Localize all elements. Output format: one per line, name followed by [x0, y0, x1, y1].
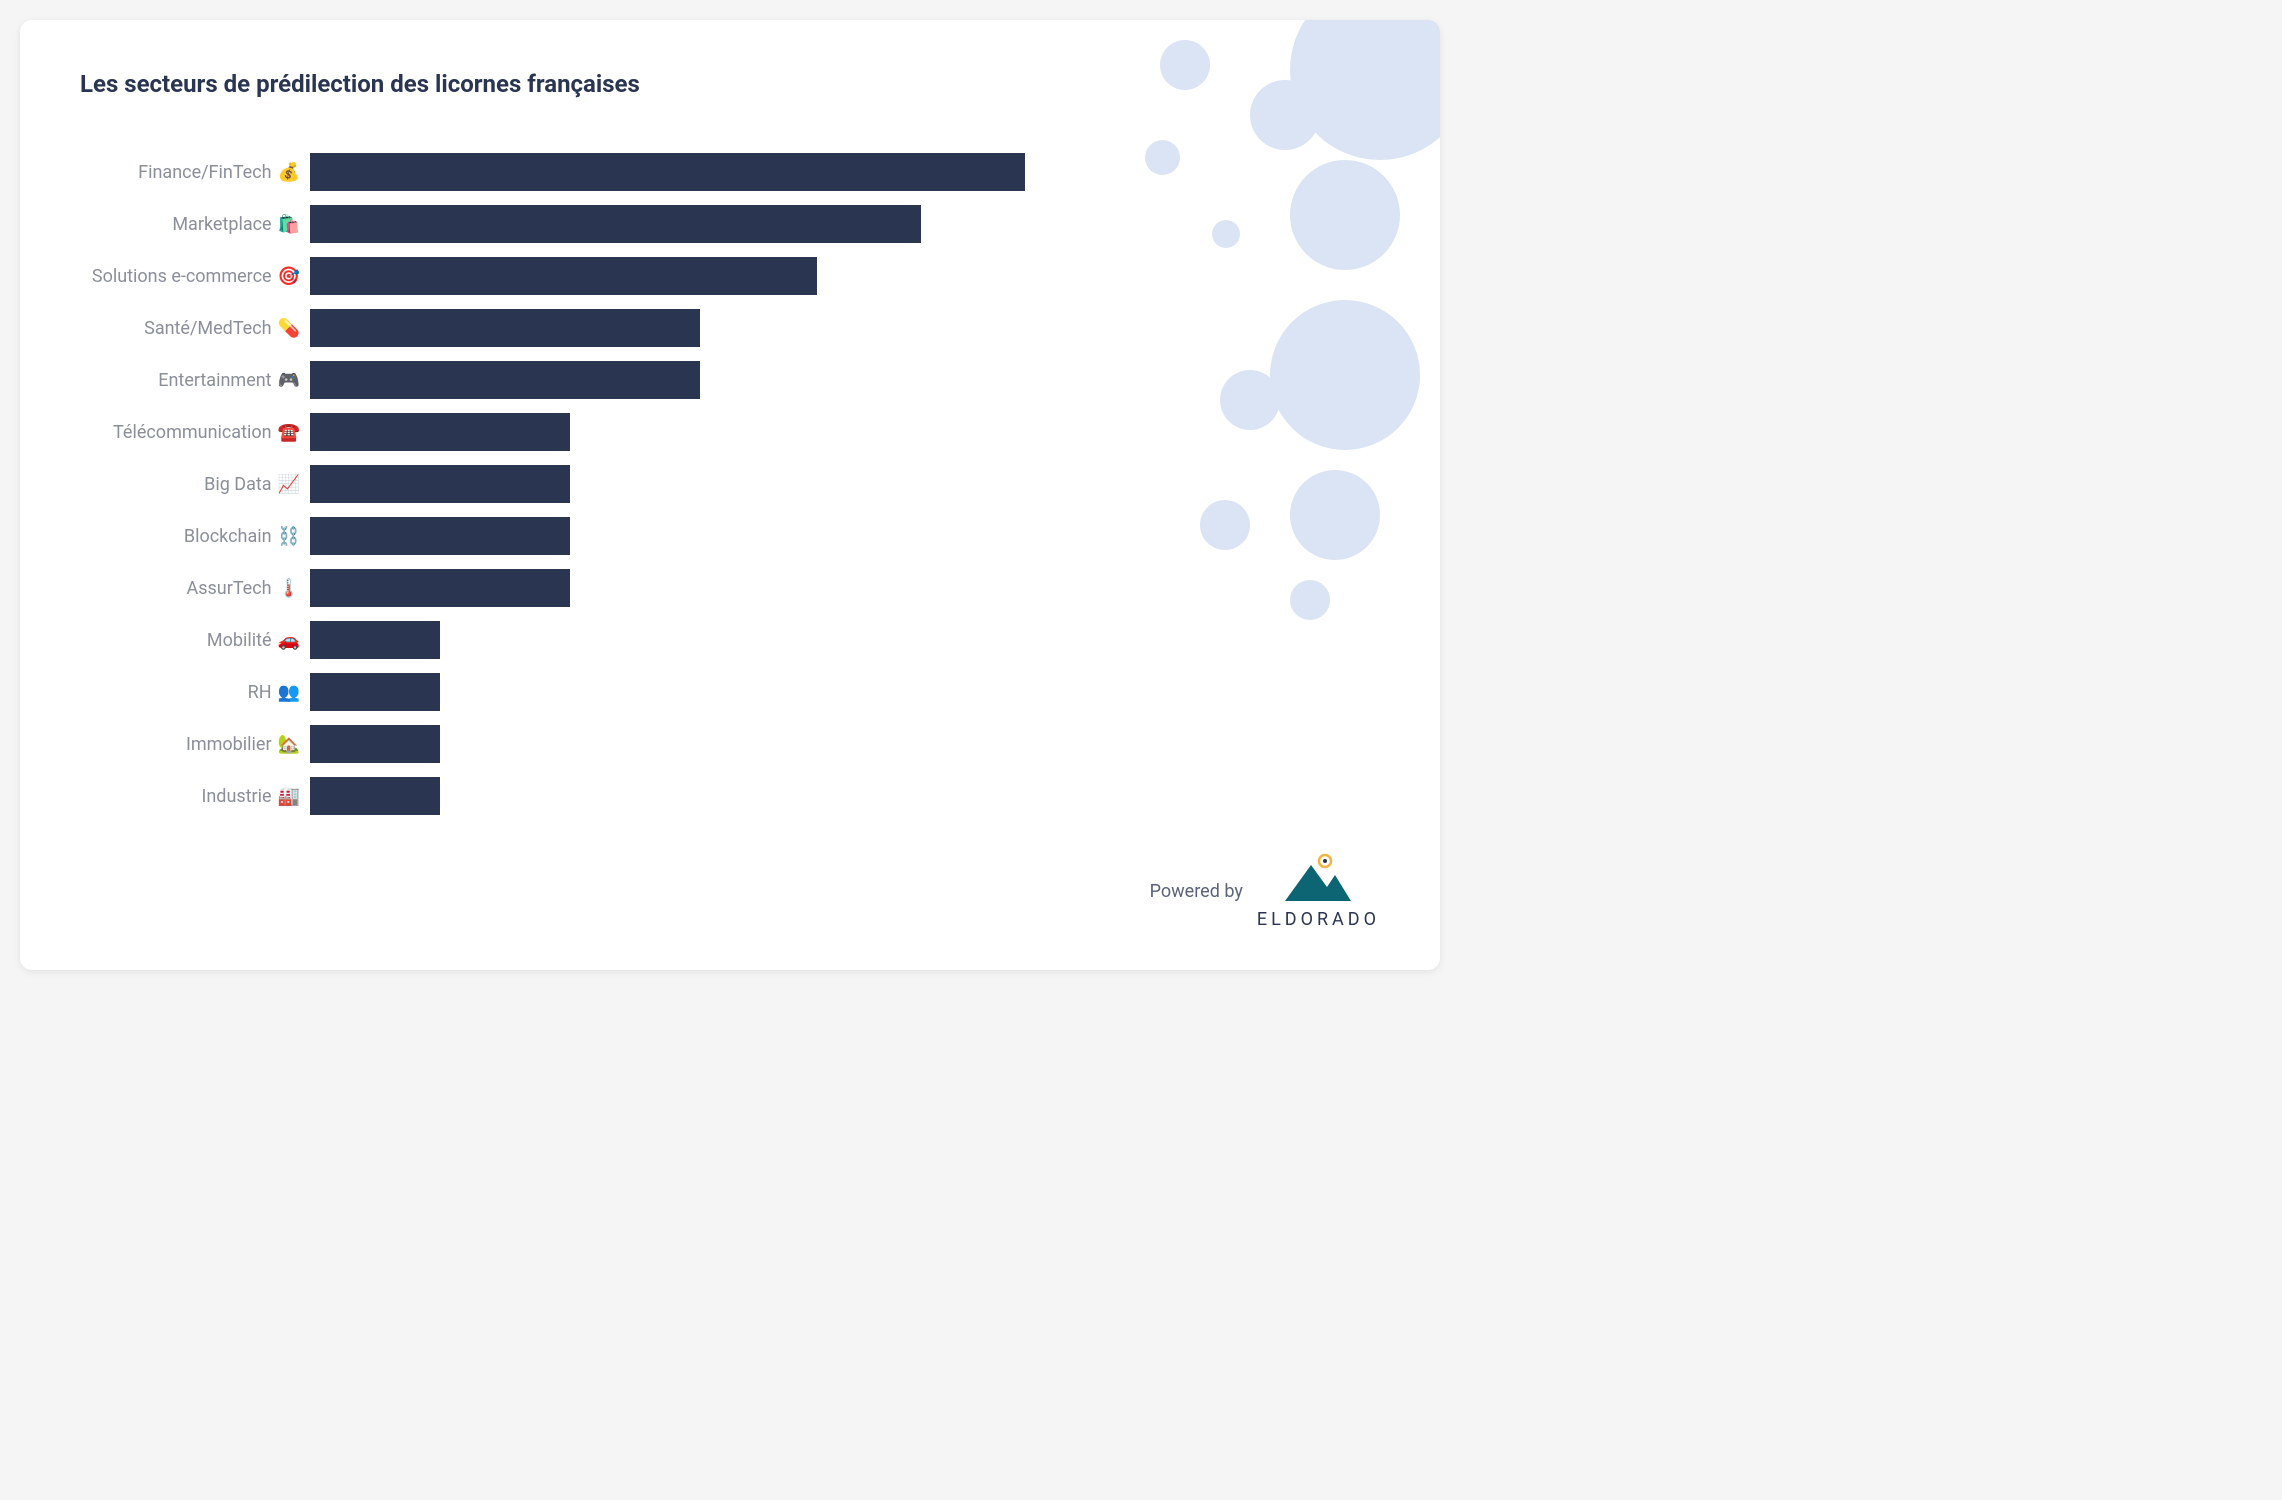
bar [310, 413, 570, 451]
bar [310, 517, 570, 555]
bar [310, 257, 817, 295]
chart-container: Les secteurs de prédilection des licorne… [20, 20, 1440, 970]
bar [310, 725, 440, 763]
category-emoji-icon: 🎮 [278, 370, 300, 391]
category-label-text: Finance/FinTech [138, 162, 271, 183]
category-emoji-icon: 🚗 [278, 630, 300, 651]
category-label: Santé/MedTech 💊 [80, 318, 300, 339]
bar [310, 621, 440, 659]
brand-logo: ELDORADO [1257, 853, 1380, 930]
chart-row: Industrie🏭 [310, 772, 1380, 820]
chart-row: Santé/MedTech💊 [310, 304, 1380, 352]
category-label: Finance/FinTech 💰 [80, 162, 300, 183]
category-emoji-icon: 💰 [278, 162, 300, 183]
category-label: Blockchain ⛓️ [80, 526, 300, 547]
category-emoji-icon: 🏡 [278, 734, 300, 755]
chart-row: Télécommunication☎️ [310, 408, 1380, 456]
category-label-text: Mobilité [207, 630, 272, 651]
category-label-text: Solutions e-commerce [92, 266, 272, 287]
category-emoji-icon: 🏭 [278, 786, 300, 807]
category-label: Mobilité 🚗 [80, 630, 300, 651]
category-label-text: Industrie [201, 786, 271, 807]
category-label-text: Santé/MedTech [144, 318, 271, 339]
category-label: Immobilier 🏡 [80, 734, 300, 755]
category-label: Big Data 📈 [80, 474, 300, 495]
category-label-text: Entertainment [158, 370, 271, 391]
category-emoji-icon: 📈 [278, 474, 300, 495]
category-label-text: Marketplace [172, 214, 271, 235]
bar [310, 569, 570, 607]
category-label: Entertainment 🎮 [80, 370, 300, 391]
category-label-text: Télécommunication [113, 422, 272, 443]
chart-row: Finance/FinTech💰 [310, 148, 1380, 196]
eldorado-logo-icon [1283, 853, 1353, 903]
bar [310, 777, 440, 815]
bar [310, 205, 921, 243]
brand-name: ELDORADO [1257, 909, 1380, 930]
chart-row: Big Data📈 [310, 460, 1380, 508]
category-label-text: RH [248, 682, 272, 703]
attribution: Powered by ELDORADO [1150, 853, 1380, 930]
category-label-text: Immobilier [186, 734, 272, 755]
category-label: Solutions e-commerce 🎯 [80, 266, 300, 287]
category-label: AssurTech 🌡️ [80, 578, 300, 599]
chart-row: Blockchain⛓️ [310, 512, 1380, 560]
bar [310, 673, 440, 711]
chart-row: Immobilier🏡 [310, 720, 1380, 768]
category-label: Télécommunication ☎️ [80, 422, 300, 443]
bar [310, 309, 700, 347]
chart-row: Marketplace🛍️ [310, 200, 1380, 248]
chart-row: RH👥 [310, 668, 1380, 716]
powered-by-label: Powered by [1150, 881, 1243, 902]
bar [310, 465, 570, 503]
chart-row: Solutions e-commerce🎯 [310, 252, 1380, 300]
category-label-text: Big Data [204, 474, 271, 495]
chart-title: Les secteurs de prédilection des licorne… [80, 70, 1380, 98]
chart-row: Entertainment🎮 [310, 356, 1380, 404]
category-emoji-icon: 🎯 [278, 266, 300, 287]
category-label: Industrie 🏭 [80, 786, 300, 807]
category-emoji-icon: 👥 [278, 682, 300, 703]
category-emoji-icon: ☎️ [278, 422, 300, 443]
category-emoji-icon: 🛍️ [278, 214, 300, 235]
category-label-text: AssurTech [186, 578, 271, 599]
category-emoji-icon: 🌡️ [278, 578, 300, 599]
bar [310, 153, 1025, 191]
category-label-text: Blockchain [184, 526, 272, 547]
bar [310, 361, 700, 399]
chart-area: Finance/FinTech 💰 Marketplace 🛍️ Solutions e… [80, 148, 1380, 820]
category-emoji-icon: ⛓️ [278, 526, 300, 547]
category-label: RH 👥 [80, 682, 300, 703]
category-emoji-icon: 💊 [278, 318, 300, 339]
chart-row: Mobilité🚗 [310, 616, 1380, 664]
chart-row: AssurTech🌡️ [310, 564, 1380, 612]
category-label: Marketplace 🛍️ [80, 214, 300, 235]
